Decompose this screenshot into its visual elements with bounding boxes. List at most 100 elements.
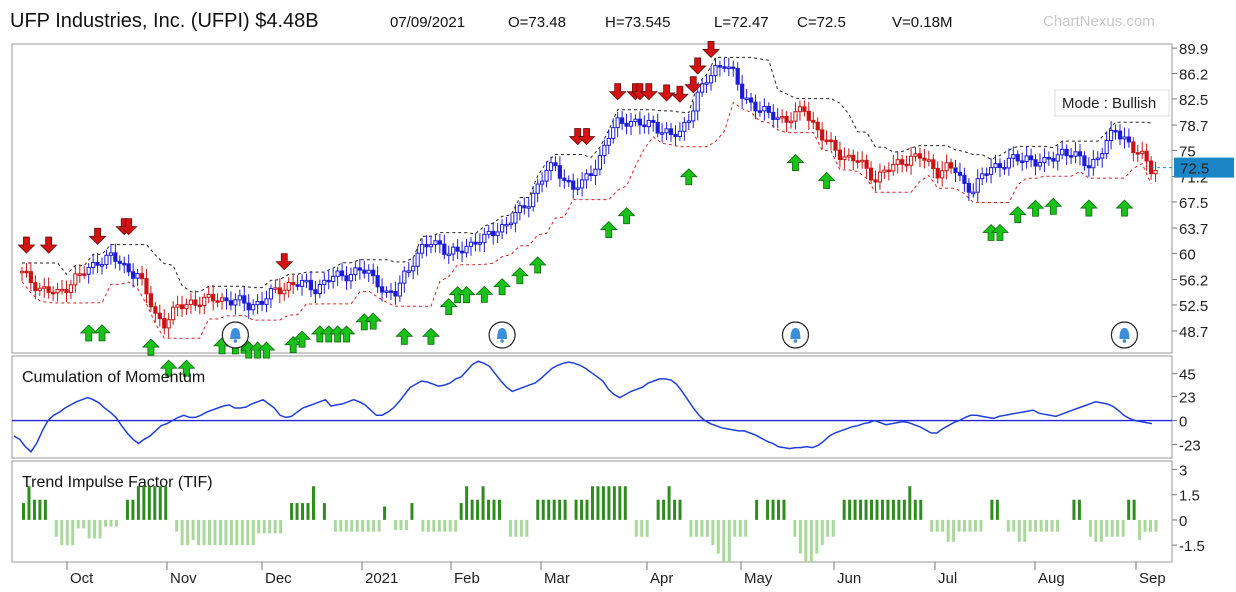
candle-body[interactable]	[557, 165, 562, 179]
tif-bar[interactable]	[257, 519, 261, 534]
tif-bar[interactable]	[623, 486, 627, 520]
candle-body[interactable]	[966, 182, 971, 193]
tif-bar[interactable]	[525, 519, 529, 537]
tif-bar[interactable]	[1121, 519, 1125, 537]
tif-bar[interactable]	[755, 499, 759, 520]
buy-signal-arrow[interactable]	[1079, 199, 1098, 217]
candle-body[interactable]	[1051, 157, 1056, 162]
tif-bar[interactable]	[208, 519, 211, 546]
tif-bar[interactable]	[536, 499, 540, 520]
candle-body[interactable]	[237, 295, 242, 301]
tif-bar[interactable]	[508, 519, 512, 537]
candle-body[interactable]	[313, 289, 318, 295]
candle-body[interactable]	[206, 294, 211, 298]
tif-bar[interactable]	[476, 499, 480, 520]
candle-body[interactable]	[993, 163, 998, 169]
candle-body[interactable]	[117, 260, 122, 264]
tif-bar[interactable]	[164, 486, 168, 520]
tif-bar[interactable]	[432, 519, 436, 532]
tif-bar[interactable]	[656, 499, 660, 520]
candle-body[interactable]	[295, 284, 300, 287]
candle-body[interactable]	[28, 271, 33, 284]
candle-body[interactable]	[68, 284, 73, 294]
candle-body[interactable]	[286, 282, 291, 291]
candle-body[interactable]	[335, 270, 340, 277]
candle-body[interactable]	[655, 121, 660, 134]
candle-body[interactable]	[780, 115, 785, 119]
tif-bar[interactable]	[859, 499, 863, 520]
tif-bar[interactable]	[591, 486, 594, 520]
candle-body[interactable]	[700, 83, 705, 93]
candle-body[interactable]	[491, 230, 496, 236]
tif-bar[interactable]	[344, 519, 348, 532]
buy-signal-arrow[interactable]	[1008, 206, 1027, 224]
candle-body[interactable]	[468, 241, 474, 247]
candle-body[interactable]	[482, 233, 487, 244]
tif-bar[interactable]	[645, 519, 649, 537]
tif-bar[interactable]	[361, 519, 365, 532]
tif-bar[interactable]	[1094, 519, 1098, 542]
candle-body[interactable]	[895, 159, 900, 165]
candle-body[interactable]	[1033, 159, 1038, 167]
tif-bar[interactable]	[831, 519, 835, 537]
candle-body[interactable]	[917, 153, 923, 159]
candle-body[interactable]	[691, 110, 696, 122]
tif-bar[interactable]	[65, 519, 69, 546]
candle-body[interactable]	[179, 304, 185, 310]
candle-body[interactable]	[366, 269, 371, 274]
tif-bar[interactable]	[481, 486, 485, 520]
candle-body[interactable]	[424, 244, 429, 248]
candle-body[interactable]	[1100, 153, 1105, 159]
candle-body[interactable]	[344, 275, 349, 282]
candle-body[interactable]	[713, 65, 718, 77]
sell-signal-arrow[interactable]	[657, 84, 676, 102]
tif-bar[interactable]	[426, 519, 430, 532]
candle-body[interactable]	[957, 171, 963, 176]
tif-bar[interactable]	[142, 486, 146, 520]
tif-bar[interactable]	[1072, 499, 1076, 520]
candle-body[interactable]	[1068, 155, 1074, 158]
tif-bar[interactable]	[968, 519, 972, 532]
tif-bar[interactable]	[558, 499, 562, 520]
tif-bar[interactable]	[71, 519, 75, 546]
candle-body[interactable]	[459, 250, 465, 254]
tif-bar[interactable]	[1056, 519, 1060, 532]
candle-body[interactable]	[642, 124, 647, 128]
candle-body[interactable]	[242, 295, 247, 304]
candle-body[interactable]	[1126, 136, 1131, 143]
candle-body[interactable]	[548, 162, 554, 172]
candle-body[interactable]	[255, 300, 260, 306]
tif-bar[interactable]	[43, 499, 47, 520]
tif-bar[interactable]	[585, 499, 589, 520]
candle-body[interactable]	[188, 299, 194, 305]
tif-bar[interactable]	[279, 519, 283, 534]
candle-body[interactable]	[704, 82, 709, 85]
candle-body[interactable]	[157, 312, 162, 320]
tif-bar[interactable]	[448, 519, 452, 532]
candle-body[interactable]	[406, 270, 411, 273]
candle-body[interactable]	[731, 66, 736, 70]
tif-bar[interactable]	[766, 499, 770, 520]
candle-body[interactable]	[144, 278, 149, 295]
tif-panel[interactable]: Trend Impulse Factor (TIF) 3 1.5 0 -1.5	[22, 462, 1205, 562]
tif-bar[interactable]	[738, 519, 742, 537]
candle-body[interactable]	[1015, 154, 1020, 162]
candle-body[interactable]	[948, 162, 954, 169]
tif-bar[interactable]	[224, 519, 228, 546]
candle-body[interactable]	[197, 304, 202, 308]
candle-body[interactable]	[393, 290, 398, 297]
tif-bar[interactable]	[804, 519, 808, 562]
tif-bar[interactable]	[197, 519, 201, 546]
buy-signal-arrow[interactable]	[1115, 199, 1134, 217]
candle-body[interactable]	[411, 265, 416, 272]
candle-body[interactable]	[846, 154, 851, 158]
candle-body[interactable]	[828, 139, 834, 143]
candle-body[interactable]	[46, 286, 51, 293]
tif-bar[interactable]	[880, 499, 884, 520]
candle-body[interactable]	[24, 270, 29, 274]
tif-bar[interactable]	[601, 486, 605, 520]
tif-bar[interactable]	[946, 519, 950, 542]
tif-bar[interactable]	[1028, 519, 1032, 532]
tif-bar[interactable]	[705, 519, 709, 537]
candle-body[interactable]	[113, 252, 118, 262]
